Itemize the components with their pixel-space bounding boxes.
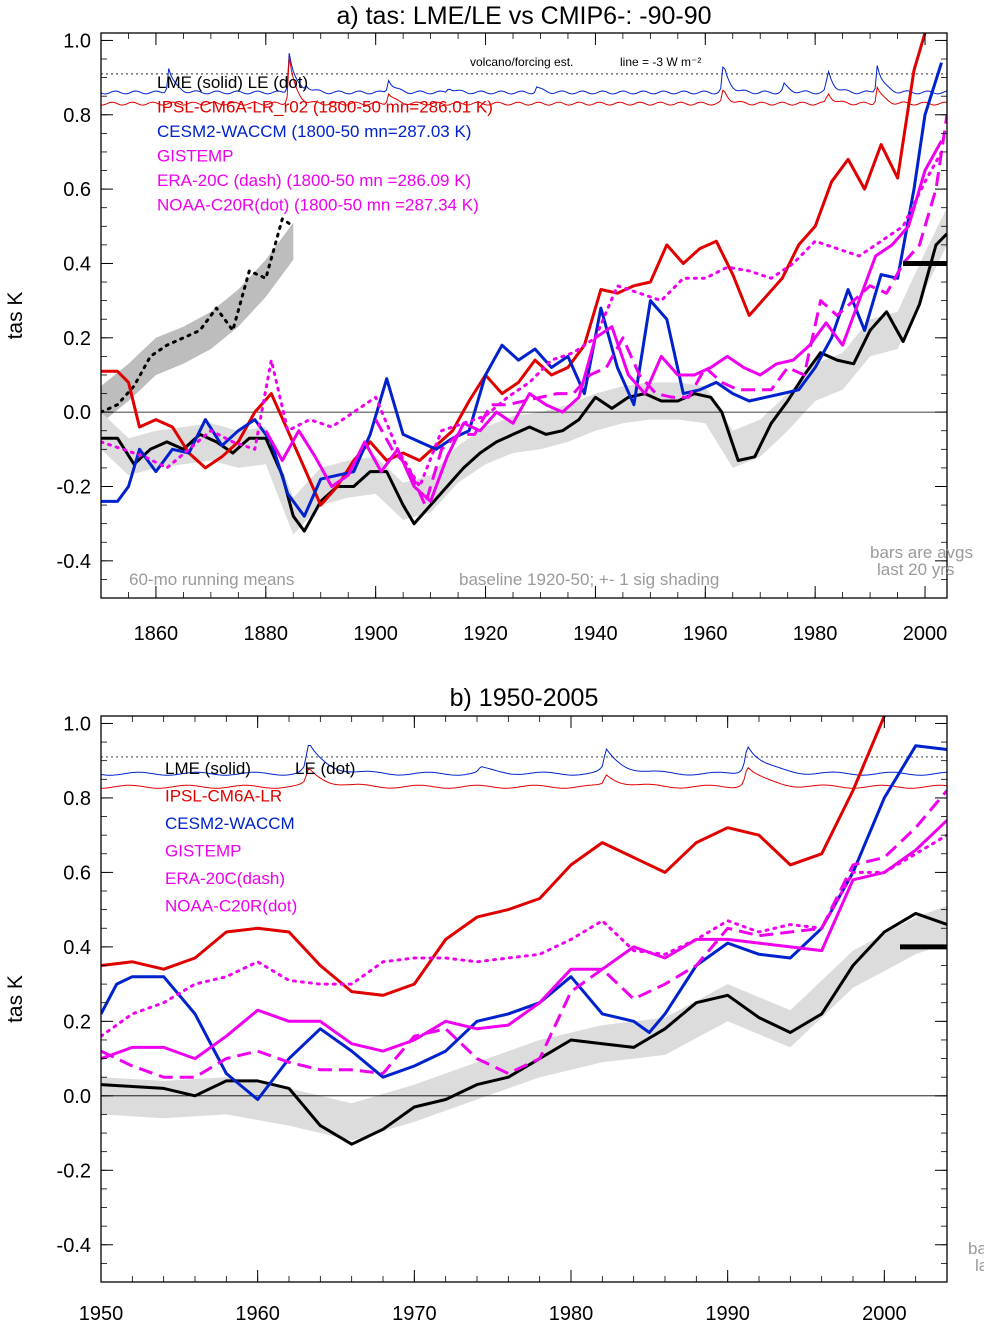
forcing-line-red bbox=[101, 766, 947, 789]
x-tick-label: 1980 bbox=[793, 623, 838, 645]
legend-entry: ERA-20C (dash) (1800-50 mn =286.09 K) bbox=[157, 171, 471, 190]
x-tick-label: 1970 bbox=[392, 1303, 437, 1325]
series-ipsl-cm6a-lr bbox=[101, 716, 886, 997]
y-tick-label: 0.6 bbox=[63, 862, 91, 884]
lme-shading bbox=[101, 207, 947, 535]
annotation-baseline: baseline 1920-50; +- 1 sig shading bbox=[459, 570, 719, 589]
x-tick-label: 1990 bbox=[705, 1303, 750, 1325]
legend-entry: ERA-20C(dash) bbox=[165, 869, 285, 888]
y-tick-label: 1.0 bbox=[63, 30, 91, 52]
plot-area bbox=[101, 716, 947, 1146]
legend-entry: IPSL-CM6A-LR_r02 (1800-50 mn=286.01 K) bbox=[157, 98, 493, 117]
series-gistemp bbox=[101, 819, 947, 1061]
series-cesm2-waccm bbox=[101, 62, 943, 518]
forcing-line-blue bbox=[101, 745, 947, 776]
plot-frame bbox=[100, 715, 948, 1283]
x-tick-label: 1960 bbox=[235, 1303, 280, 1325]
lme-shading bbox=[101, 905, 947, 1141]
y-tick-label: 1.0 bbox=[63, 713, 91, 735]
x-tick-label: 1950 bbox=[79, 1303, 124, 1325]
legend-entry: NOAA-C20R(dot) (1800-50 mn =287.34 K) bbox=[157, 196, 479, 215]
x-tick-label: 1860 bbox=[134, 623, 179, 645]
panel-a: -0.4 -0.2 0.0 0.2 0.4 0.6 0.8 1.0 1860 1880 1900 19… bbox=[4, 2, 973, 645]
x-tick-label: 2000 bbox=[903, 623, 948, 645]
y-tick-label: 0.8 bbox=[63, 788, 91, 810]
legend-entry: LME (solid) LE (dot) bbox=[157, 73, 308, 92]
chart-title: a) tas: LME/LE vs CMIP6-: -90-90 bbox=[336, 2, 711, 30]
le-shading bbox=[101, 222, 294, 424]
legend-entry: LE (dot) bbox=[295, 759, 355, 778]
plot-frame bbox=[100, 32, 948, 599]
y-tick-label: 0.4 bbox=[63, 253, 91, 275]
series-le bbox=[101, 217, 295, 414]
x-tick-label: 1940 bbox=[573, 623, 618, 645]
y-tick-label: 0.0 bbox=[63, 402, 91, 424]
series-noaa-c20r bbox=[101, 150, 943, 488]
y-tick-label: -0.2 bbox=[57, 1160, 91, 1182]
series-era-20c bbox=[101, 789, 947, 1079]
legend-entry: NOAA-C20R(dot) bbox=[165, 897, 297, 916]
annotation-bars-period: last 20 yrs bbox=[877, 560, 954, 579]
forcing-line-blue bbox=[101, 53, 947, 95]
y-tick-label: 0.4 bbox=[63, 937, 91, 959]
legend-entry: CESM2-WACCM bbox=[165, 814, 295, 833]
y-tick-label: 0.2 bbox=[63, 1011, 91, 1033]
legend-entry: IPSL-CM6A-LR bbox=[165, 787, 282, 806]
chart-title: b) 1950-2005 bbox=[450, 684, 599, 712]
x-tick-label: 1880 bbox=[244, 623, 289, 645]
x-tick-label: 1980 bbox=[549, 1303, 594, 1325]
legend-entry: GISTEMP bbox=[165, 842, 242, 861]
series-cesm2-waccm bbox=[101, 744, 947, 1101]
x-tick-label: 1960 bbox=[683, 623, 728, 645]
y-axis-label: tas K bbox=[4, 975, 27, 1023]
y-tick-label: 0.8 bbox=[63, 105, 91, 127]
series-gistemp bbox=[264, 140, 943, 503]
y-tick-label: 0.6 bbox=[63, 179, 91, 201]
annotation-volcano: volcano/forcing est. bbox=[470, 55, 573, 69]
y-tick-label: -0.4 bbox=[57, 551, 91, 573]
series-noaa-c20r bbox=[101, 833, 947, 1038]
annotation-line-scale: line = -3 W m⁻² bbox=[620, 55, 701, 69]
legend-entry: CESM2-WACCM (1800-50 mn=287.03 K) bbox=[157, 122, 471, 141]
panel-b: -0.4 -0.2 0.0 0.2 0.4 0.6 0.8 1.0 1950 1960 1970 19… bbox=[4, 684, 984, 1325]
series-lme bbox=[101, 232, 947, 533]
legend-entry: LME (solid) bbox=[165, 759, 251, 778]
series-ipsl-cm6a-lr-r02 bbox=[101, 33, 927, 507]
annotation-bars-period: la bbox=[975, 1256, 984, 1275]
plot-area bbox=[101, 33, 947, 535]
series-era-20c bbox=[374, 114, 947, 507]
y-tick-label: 0.2 bbox=[63, 328, 91, 350]
legend-entry: GISTEMP bbox=[157, 147, 234, 166]
x-tick-label: 1920 bbox=[463, 623, 508, 645]
y-tick-label: -0.2 bbox=[57, 476, 91, 498]
x-tick-label: 1900 bbox=[353, 623, 398, 645]
x-tick-label: 2000 bbox=[862, 1303, 907, 1325]
series-lme bbox=[101, 911, 947, 1146]
y-tick-label: 0.0 bbox=[63, 1086, 91, 1108]
forcing-line-red bbox=[101, 57, 947, 106]
y-tick-label: -0.4 bbox=[57, 1235, 91, 1257]
y-axis-label: tas K bbox=[4, 292, 27, 340]
annotation-running-means: 60-mo running means bbox=[129, 570, 294, 589]
annotation-bars: ba bbox=[968, 1239, 984, 1258]
annotation-bars: bars are avgs bbox=[870, 543, 973, 562]
